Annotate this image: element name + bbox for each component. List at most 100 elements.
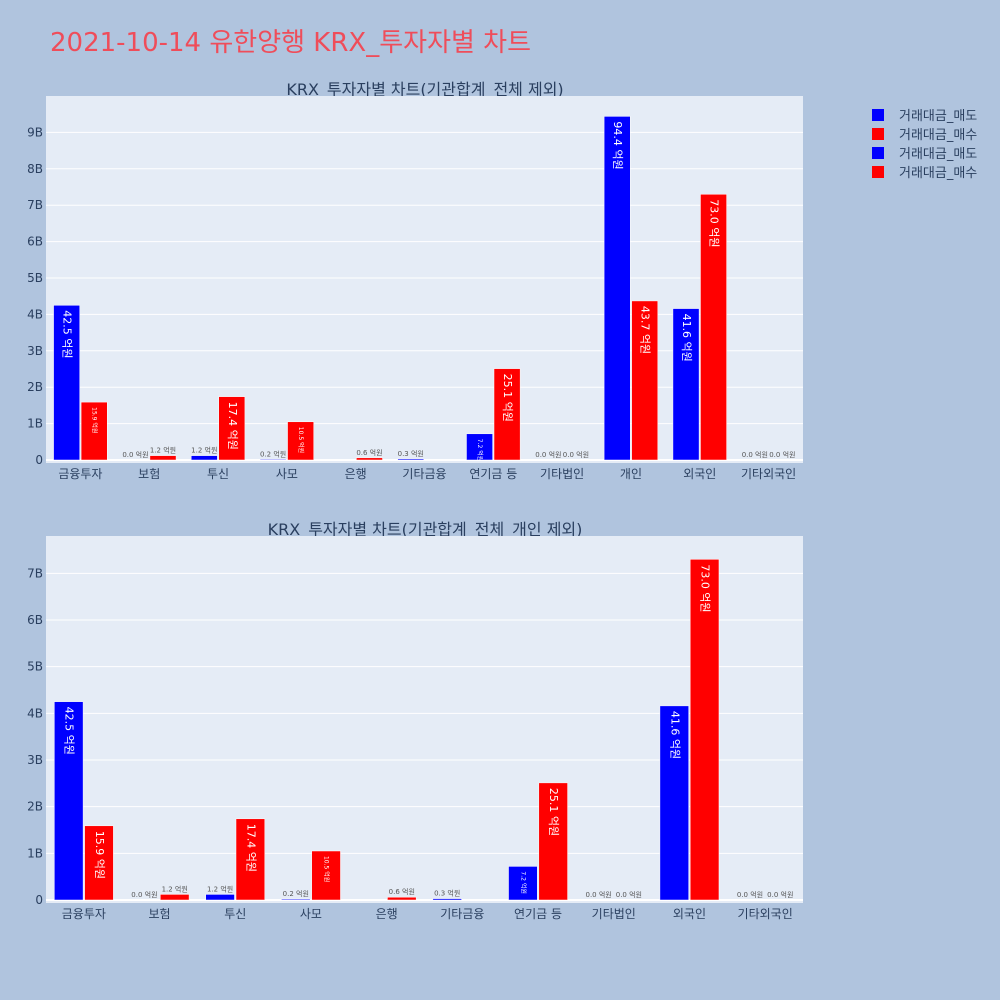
bar xyxy=(259,459,287,461)
legend: 거래대금_매도 거래대금_매수 거래대금_매도 거래대금_매수 xyxy=(872,105,977,181)
bar-value-label: 15.9 억원 xyxy=(93,831,106,879)
legend-item[interactable]: 거래대금_매수 xyxy=(872,124,977,143)
bar xyxy=(387,896,417,901)
bar-value-label: 25.1 억원 xyxy=(501,374,514,422)
bar-value-label: 25.1 억원 xyxy=(547,788,560,836)
y-tick-label: 5B xyxy=(27,660,43,674)
bar xyxy=(218,396,246,461)
x-tick-label: 기타금융 xyxy=(440,907,484,921)
y-tick-label: 4B xyxy=(27,307,43,321)
y-tick-label: 2B xyxy=(27,800,43,814)
legend-swatch xyxy=(872,146,884,159)
bar-value-label: 15.9 억원 xyxy=(91,407,99,433)
y-tick-label: 1B xyxy=(27,417,43,431)
bar-value-label: 0.0 억원 xyxy=(563,450,589,459)
x-tick-label: 사모 xyxy=(300,907,322,921)
x-tick-label: 투신 xyxy=(207,467,229,481)
y-tick-label: 6B xyxy=(27,235,43,249)
bar xyxy=(466,433,493,461)
bar xyxy=(311,850,341,901)
y-tick-label: 8B xyxy=(27,162,43,176)
chart-1-title: KRX_투자자별 차트(기관합계_전체 제외) xyxy=(286,80,563,100)
bar-value-label: 0.0 억원 xyxy=(585,890,611,899)
bar-value-label: 10.5 억원 xyxy=(323,856,331,882)
legend-label: 거래대금_매수 xyxy=(899,166,978,181)
bar xyxy=(287,421,314,461)
bar-value-label: 0.0 억원 xyxy=(122,450,148,459)
bar-value-label: 7.2 억원 xyxy=(476,439,484,462)
bar xyxy=(397,458,425,461)
y-tick-label: 6B xyxy=(27,613,43,627)
x-tick-label: 금융투자 xyxy=(62,907,106,921)
x-tick-label: 은행 xyxy=(376,906,398,921)
legend-label: 거래대금_매수 xyxy=(899,128,978,143)
x-tick-label: 개인 xyxy=(620,467,642,481)
bar-value-label: 1.2 억원 xyxy=(191,446,217,455)
page-title: 2021-10-14 유한양행 KRX_투자자별 차트 xyxy=(50,28,532,58)
legend-swatch xyxy=(872,127,884,140)
bar xyxy=(432,898,462,901)
x-tick-label: 보험 xyxy=(138,467,160,481)
legend-item[interactable]: 거래대금_매도 xyxy=(872,143,977,162)
y-tick-label: 4B xyxy=(27,706,43,720)
legend-swatch xyxy=(872,165,884,178)
x-tick-label: 기타외국인 xyxy=(738,907,793,921)
x-tick-label: 기타외국인 xyxy=(741,467,796,481)
bar-value-label: 1.2 억원 xyxy=(162,884,188,893)
legend-label: 거래대금_매도 xyxy=(899,109,978,124)
x-tick-label: 외국인 xyxy=(683,467,716,481)
y-tick-label: 3B xyxy=(27,344,43,358)
y-tick-label: 7B xyxy=(27,566,43,580)
y-tick-label: 3B xyxy=(27,753,43,767)
bar-value-label: 7.2 억원 xyxy=(519,871,527,894)
bar-value-label: 94.4 억원 xyxy=(611,121,624,169)
bar-value-label: 1.2 억원 xyxy=(150,446,176,455)
bar-value-label: 0.0 억원 xyxy=(737,890,763,899)
bar-value-label: 0.3 억원 xyxy=(398,449,424,458)
y-tick-label: 2B xyxy=(27,380,43,394)
x-tick-label: 기타법인 xyxy=(592,907,636,921)
bar xyxy=(149,455,177,461)
bar xyxy=(190,455,218,461)
y-tick-label: 9B xyxy=(27,125,43,139)
bar xyxy=(84,825,114,901)
bar-value-label: 43.7 억원 xyxy=(639,306,652,354)
bar-value-label: 0.0 억원 xyxy=(769,450,795,459)
bar-value-label: 0.2 억원 xyxy=(260,449,286,458)
bar xyxy=(356,457,383,461)
bar-value-label: 0.0 억원 xyxy=(742,450,768,459)
bar xyxy=(689,559,720,901)
bar xyxy=(205,894,235,901)
bar-value-label: 0.6 억원 xyxy=(356,448,382,457)
bar xyxy=(672,308,700,461)
bar xyxy=(508,866,538,901)
bar-value-label: 0.6 억원 xyxy=(389,887,415,896)
chart-2-plot-area xyxy=(46,536,803,903)
bar-value-label: 0.2 억원 xyxy=(283,889,309,898)
legend-label: 거래대금_매도 xyxy=(899,147,978,162)
bar-value-label: 42.5 억원 xyxy=(61,310,74,358)
y-tick-label: 0 xyxy=(35,893,43,907)
chart-2-title: KRX_투자자별 차트(기관합계_전체_개인 제외) xyxy=(268,520,583,540)
x-tick-label: 연기금 등 xyxy=(469,467,517,481)
bar-value-label: 73.0 억원 xyxy=(708,199,721,247)
bar-value-label: 1.2 억원 xyxy=(207,884,233,893)
bar xyxy=(235,818,266,901)
y-tick-label: 5B xyxy=(27,271,43,285)
legend-item[interactable]: 거래대금_매도 xyxy=(872,105,977,124)
bar xyxy=(493,368,521,461)
bar xyxy=(281,898,311,901)
bar xyxy=(631,300,659,461)
bar-value-label: 17.4 억원 xyxy=(226,402,239,450)
x-tick-label: 금융투자 xyxy=(58,467,102,481)
legend-item[interactable]: 거래대금_매수 xyxy=(872,162,977,181)
bar-value-label: 41.6 억원 xyxy=(668,711,681,759)
bar xyxy=(538,782,568,901)
bar-value-label: 0.3 억원 xyxy=(434,889,460,898)
bar-value-label: 0.0 억원 xyxy=(131,890,157,899)
bar-value-label: 0.0 억원 xyxy=(767,890,793,899)
x-tick-label: 기타법인 xyxy=(540,467,584,481)
x-tick-label: 사모 xyxy=(276,467,298,481)
